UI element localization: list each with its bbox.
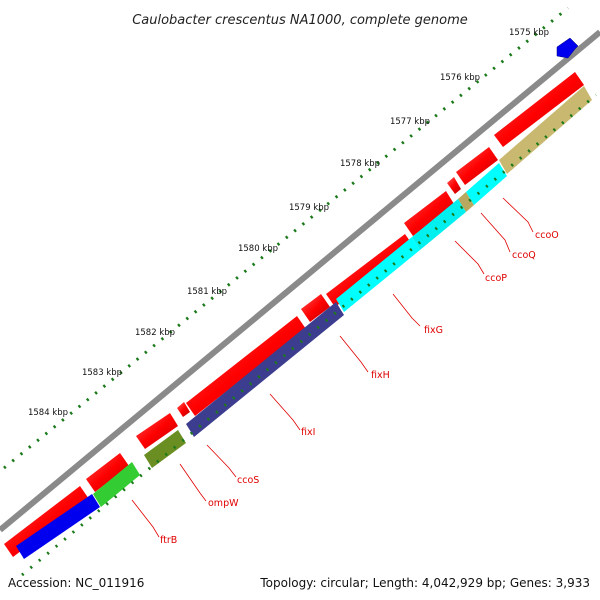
kbp-label: 1584 kbp (28, 408, 68, 418)
cds-feature[interactable] (177, 402, 190, 417)
genome-info-text: Topology: circular; Length: 4,042,929 bp… (259, 576, 590, 590)
cds-feature[interactable] (326, 234, 414, 307)
cds-feature[interactable] (404, 191, 454, 236)
label-line (339, 335, 369, 373)
kbp-label: 1580 kbp (238, 244, 278, 254)
kbp-label: 1582 kbp (135, 328, 175, 338)
cds-feature[interactable] (4, 486, 89, 557)
label-line (454, 240, 485, 275)
gene-feature-navy[interactable] (186, 302, 344, 437)
gene-label[interactable]: ccoO (535, 230, 559, 241)
gene-label[interactable]: ccoQ (512, 250, 536, 261)
gene-feature-olive[interactable] (144, 430, 186, 468)
kbp-label: 1577 kbp (390, 117, 430, 127)
label-line (480, 212, 511, 253)
gene-feature-olive-tan[interactable] (458, 192, 474, 212)
accession-text: Accession: NC_011916 (8, 576, 144, 590)
gene-label[interactable]: fixH (371, 370, 390, 381)
kbp-label: 1583 kbp (82, 368, 122, 378)
kbp-label: 1576 kbp (440, 73, 480, 83)
kbp-label: 1578 kbp (340, 159, 380, 169)
gene-feature-tan[interactable] (499, 86, 592, 174)
gene-label[interactable]: ccoP (485, 273, 507, 284)
ruler-dots (3, 6, 569, 470)
kbp-label: 1575 kbp (509, 28, 549, 38)
gene-label[interactable]: ccoS (237, 475, 259, 486)
forward-strand-track (4, 72, 584, 557)
label-line (269, 393, 301, 431)
lower-tick-track (21, 93, 597, 577)
cds-feature[interactable] (86, 453, 129, 492)
kbp-label: 1579 kbp (289, 203, 329, 213)
gene-label[interactable]: fixI (301, 427, 315, 438)
gene-label[interactable]: fixG (424, 325, 443, 336)
gene-label[interactable]: ompW (208, 498, 239, 509)
label-line (502, 197, 534, 233)
gene-labels: ccoO ccoQ ccoP fixG fixH fixI ccoS ompW … (160, 230, 559, 546)
cds-feature[interactable] (447, 177, 461, 194)
gene-label[interactable]: ftrB (160, 535, 177, 546)
kbp-ruler (3, 6, 569, 470)
cds-feature[interactable] (456, 147, 498, 185)
gene-feature-blue-lower[interactable] (16, 494, 100, 559)
label-line (179, 463, 207, 502)
label-line (131, 499, 160, 538)
gene-track-colored (16, 86, 592, 559)
label-lines (131, 197, 534, 538)
label-line (206, 444, 237, 478)
cds-feature[interactable] (136, 413, 178, 449)
cds-feature[interactable] (494, 72, 584, 147)
gene-feature-cyan[interactable] (412, 199, 466, 250)
kbp-labels: 1575 kbp 1576 kbp 1577 kbp 1578 kbp 1579… (28, 28, 549, 418)
gene-feature-blue[interactable] (556, 37, 579, 59)
gene-feature-cyan[interactable] (466, 163, 507, 205)
cds-feature[interactable] (186, 316, 306, 416)
genome-backbone (0, 29, 600, 533)
gene-feature-green[interactable] (93, 462, 140, 507)
kbp-label: 1581 kbp (187, 287, 227, 297)
map-title: Caulobacter crescentus NA1000, complete … (132, 13, 468, 28)
label-line (392, 293, 421, 327)
gene-feature-cyan[interactable] (336, 237, 420, 312)
cds-feature[interactable] (301, 294, 330, 322)
